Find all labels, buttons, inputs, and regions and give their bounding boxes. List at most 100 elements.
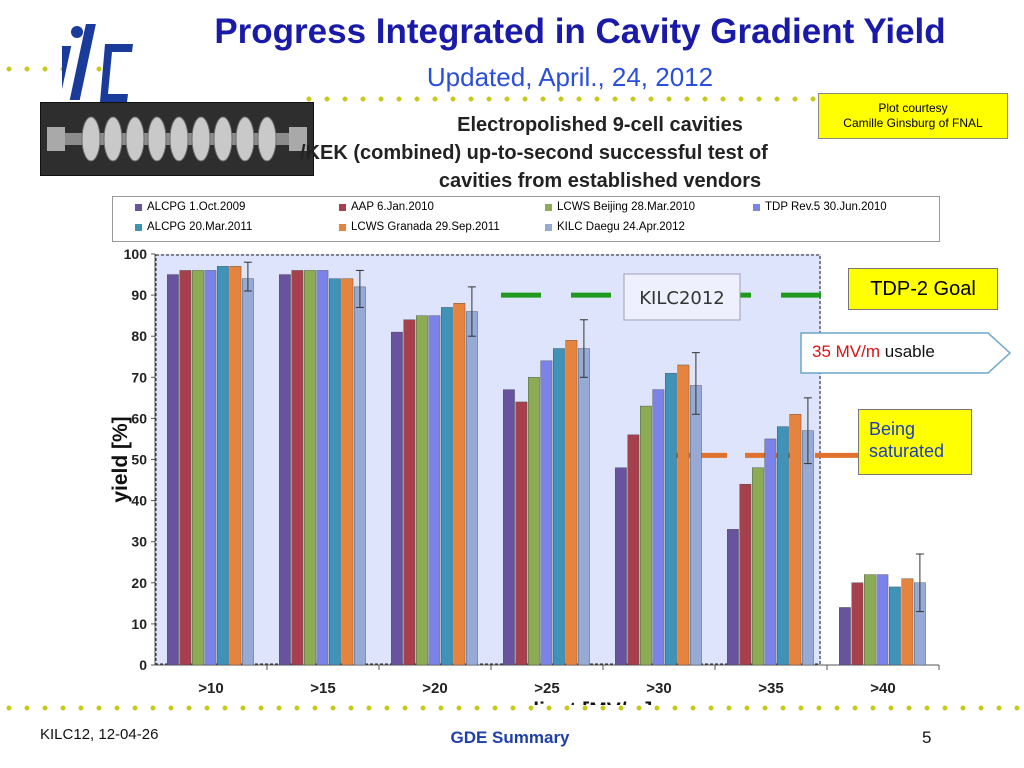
kilc-label: KILC2012 <box>639 288 725 309</box>
legend-swatch <box>135 203 142 211</box>
bar <box>901 578 914 666</box>
shaded-region-border <box>155 254 821 665</box>
saturated-line-1: Being <box>869 419 916 439</box>
bar <box>167 274 179 666</box>
bar <box>354 286 366 666</box>
chart-title-line-1: Electropolished 9-cell cavities <box>457 114 743 136</box>
footer-event-date: KILC12, 12-04-26 <box>40 726 159 743</box>
legend-swatch <box>339 223 346 231</box>
plot-courtesy-box: Plot courtesy Camille Ginsburg of FNAL <box>818 93 1008 139</box>
bar <box>217 266 229 666</box>
y-tick-label: 40 <box>131 493 147 509</box>
chart-legend: ALCPG 1.Oct.2009 AAP 6.Jan.2010 LCWS Beiji… <box>112 196 940 242</box>
legend-swatch <box>545 203 552 211</box>
bar <box>179 270 192 666</box>
legend-item: ALCPG 1.Oct.2009 <box>135 201 245 213</box>
bar <box>652 389 665 666</box>
bar <box>540 360 553 666</box>
x-tick-label: >15 <box>310 680 335 697</box>
bar <box>739 483 752 666</box>
legend-label: LCWS Beijing 28.Mar.2010 <box>557 201 696 213</box>
legend-item: AAP 6.Jan.2010 <box>339 201 434 213</box>
saturated-callout: Being saturated <box>858 409 972 475</box>
page-number: 5 <box>922 728 932 747</box>
bar <box>515 401 528 666</box>
bar <box>789 414 802 666</box>
cavity-photo <box>40 102 314 176</box>
y-tick-label: 0 <box>139 657 147 673</box>
bar <box>727 529 739 666</box>
bar <box>453 303 466 666</box>
saturated-line-2: saturated <box>869 441 945 461</box>
legend-label: ALCPG 1.Oct.2009 <box>147 201 246 213</box>
bar <box>229 266 242 666</box>
bar <box>565 340 578 666</box>
bar <box>341 278 354 666</box>
bar <box>503 389 515 666</box>
bar <box>329 278 341 666</box>
bar <box>553 348 565 666</box>
slide-title: Progress Integrated in Cavity Gradient Y… <box>214 12 946 51</box>
bar <box>876 574 889 666</box>
x-tick-label: >35 <box>758 680 783 697</box>
bar <box>578 348 590 666</box>
bar <box>764 438 777 666</box>
chart-title-line-2: /KEK (combined) up-to-second successful … <box>300 142 768 164</box>
bar <box>839 607 851 666</box>
x-tick-label: >40 <box>870 680 895 697</box>
x-tick-label: >10 <box>198 680 223 697</box>
usable-word: usable <box>884 342 935 361</box>
legend-label: ALCPG 20.Mar.2011 <box>147 221 253 233</box>
legend-swatch <box>545 223 552 231</box>
x-tick-label: >30 <box>646 680 671 697</box>
bar <box>428 315 441 666</box>
bar-chart: 0 10 20 30 40 50 60 70 80 90 100 >10 >15 >20 >25 >30 >35… <box>110 246 940 705</box>
bar <box>802 430 814 666</box>
bar <box>416 315 428 666</box>
legend-label: LCWS Granada 29.Sep.2011 <box>351 221 500 233</box>
legend-label: AAP 6.Jan.2010 <box>351 201 434 213</box>
x-axis-label: max gradient [MV/m] <box>446 699 653 705</box>
bar <box>204 270 217 666</box>
tdp-goal-callout: TDP-2 Goal <box>848 268 998 310</box>
shaded-region <box>155 254 821 665</box>
kilc-label-box <box>623 273 741 321</box>
bar <box>403 319 416 666</box>
bar <box>528 377 540 666</box>
bar <box>752 467 764 666</box>
bar <box>627 434 640 666</box>
y-tick-label: 100 <box>124 246 148 262</box>
bar <box>242 278 254 666</box>
y-tick-label: 10 <box>131 616 147 632</box>
bar <box>889 586 901 666</box>
legend-item: KILC Daegu 24.Apr.2012 <box>545 221 685 233</box>
bottom-dotted-line <box>0 705 1024 711</box>
legend-swatch <box>753 203 760 211</box>
y-tick-label: 90 <box>131 287 147 303</box>
bar <box>391 331 403 666</box>
y-tick-label: 80 <box>131 328 147 344</box>
legend-item: ALCPG 20.Mar.2011 <box>135 221 252 233</box>
ilc-logo <box>62 24 133 102</box>
bar <box>291 270 304 666</box>
courtesy-line-2: Camille Ginsburg of FNAL <box>843 116 983 130</box>
top-dotted-line-right <box>300 96 820 102</box>
legend-swatch <box>135 223 142 231</box>
slide-subtitle: Updated, April., 24, 2012 <box>426 62 714 92</box>
chart-title-line-3: cavities from established vendors <box>438 170 762 192</box>
usable-callout: 35 MV/m usable <box>800 332 1012 374</box>
y-tick-label: 30 <box>131 534 147 550</box>
legend-label: KILC Daegu 24.Apr.2012 <box>557 221 685 233</box>
top-dotted-line <box>0 66 110 72</box>
legend-swatch <box>339 203 346 211</box>
y-tick-label: 50 <box>131 452 147 468</box>
bar <box>777 426 789 666</box>
x-tick-label: >20 <box>422 680 447 697</box>
x-tick-label: >25 <box>534 680 559 697</box>
bar <box>441 307 453 666</box>
bar <box>665 372 677 666</box>
bar <box>851 582 864 666</box>
legend-label: TDP Rev.5 30.Jun.2010 <box>765 201 887 213</box>
bar <box>466 311 478 666</box>
usable-value: 35 MV/m <box>812 342 881 361</box>
